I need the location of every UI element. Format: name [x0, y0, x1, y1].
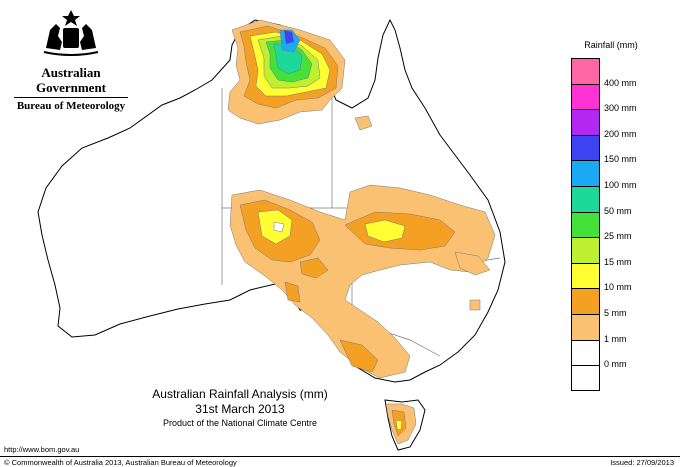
government-logo: Australian Government Bureau of Meteorol… [8, 6, 134, 113]
legend-item: 10 mm [558, 282, 668, 314]
legend-swatch [571, 339, 600, 366]
map-titles: Australian Rainfall Analysis (mm) 31st M… [100, 387, 380, 430]
legend-label: 25 mm [604, 231, 632, 242]
legend-swatch [571, 58, 600, 84]
legend-label: 50 mm [604, 205, 632, 216]
tas-rain-region [385, 403, 417, 445]
map-producer: Product of the National Climate Centre [162, 418, 318, 428]
footer-url[interactable]: http://www.bom.gov.au [4, 445, 80, 454]
legend-swatch [571, 313, 600, 340]
legend-title: Rainfall (mm) [584, 40, 638, 50]
legend-label: 300 mm [604, 103, 637, 114]
legend-swatch [571, 160, 600, 186]
map-date: 31st March 2013 [195, 402, 285, 416]
legend-item: 5 mm [558, 308, 668, 340]
legend-swatch [571, 185, 600, 212]
legend-label: 200 mm [604, 128, 637, 139]
legend-label: 5 mm [604, 307, 627, 318]
legend-scale: 400 mm 300 mm 200 mm 150 mm 100 mm 50 mm 25 mm… [558, 58, 668, 391]
legend-swatch [571, 83, 600, 110]
legend-swatch [571, 109, 600, 135]
map-title: Australian Rainfall Analysis (mm) [152, 387, 328, 401]
legend-label: 100 mm [604, 179, 637, 190]
legend-item: 150 mm [558, 154, 668, 186]
legend-swatch [571, 134, 600, 161]
legend-item: 50 mm [558, 206, 668, 238]
government-name: Australian Government [35, 65, 107, 95]
footer-divider [0, 456, 680, 457]
legend-label: 10 mm [604, 282, 632, 293]
legend-swatch [571, 211, 600, 238]
legend-item: 300 mm [558, 103, 668, 135]
coat-of-arms-icon [43, 10, 99, 56]
legend-swatch [571, 262, 600, 289]
legend-label: 1 mm [604, 333, 627, 344]
footer-copyright: © Commonwealth of Australia 2013, Austra… [4, 458, 237, 467]
legend-label: 0 mm [604, 359, 627, 370]
legend-swatch [571, 365, 600, 391]
nt-rain-region [227, 19, 373, 131]
legend-item: 0 mm [558, 359, 668, 391]
legend-label: 15 mm [604, 256, 632, 267]
legend-item: 400 mm [558, 78, 668, 110]
legend-swatch [571, 237, 600, 263]
logo-divider [14, 97, 128, 98]
legend-swatch [571, 288, 600, 314]
bureau-name: Bureau of Meteorology [16, 100, 126, 112]
legend-label: 150 mm [604, 154, 637, 165]
footer-issued-date: Issued: 27/09/2013 [610, 458, 674, 467]
legend-item: 200 mm [558, 129, 668, 161]
legend-item: 25 mm [558, 231, 668, 263]
legend-item: 15 mm [558, 257, 668, 289]
legend-item: 1 mm [558, 334, 668, 366]
legend-item [558, 58, 668, 84]
legend-item: 100 mm [558, 180, 668, 212]
central-rain-region [229, 184, 496, 379]
rainfall-legend: Rainfall (mm) 400 mm 300 mm 200 mm 150 mm 10… [558, 40, 668, 391]
legend-label: 400 mm [604, 77, 637, 88]
